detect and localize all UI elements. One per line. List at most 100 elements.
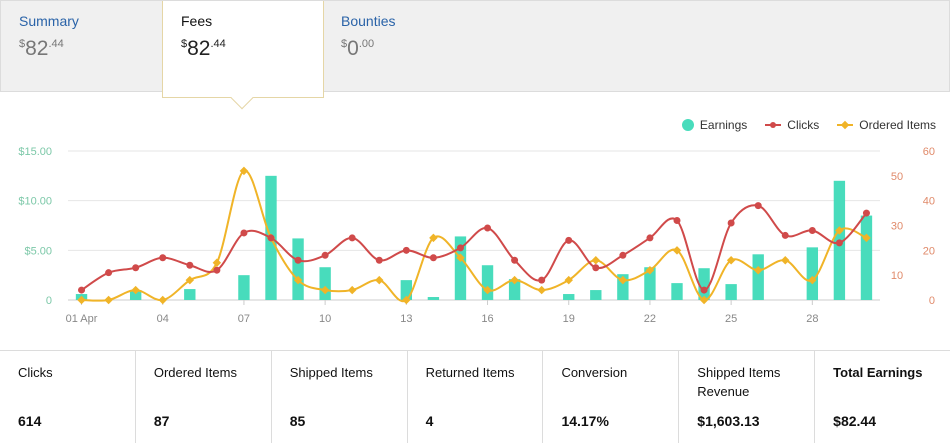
ordered-items-point [429,233,438,243]
tab-bounties[interactable]: Bounties $0.00 [323,1,485,93]
x-tick-label: 16 [481,313,493,325]
clicks-point [592,264,600,272]
ordered-items-point [483,285,492,295]
clicks-point [402,246,410,254]
ordered-items-point [131,285,140,295]
stat-value: $1,603.13 [697,413,760,429]
clicks-point [375,256,383,264]
clicks-point [429,254,437,262]
ordered-items-point [320,285,330,295]
earnings-bar [292,238,304,300]
clicks-point [213,266,221,274]
ordered-items-point [239,166,249,176]
clicks-point [132,264,140,272]
ordered-items-point [185,275,195,285]
stat-shipped-revenue: Shipped Items Revenue $1,603.13 [679,351,816,443]
ordered-items-point [347,285,357,295]
earnings-bar [454,236,467,300]
clicks-point [240,229,248,237]
y-right-tick-label: 40 [923,196,935,208]
ordered-items-point [375,275,384,285]
y-right-tick-label: 20 [923,245,935,257]
clicks-point [565,236,573,244]
earnings-bar [590,290,602,300]
y-right-tick-label: 60 [923,146,935,158]
stat-label: Conversion [561,365,628,380]
x-tick-label: 10 [319,313,331,325]
earnings-bar [238,275,250,300]
line-diamond-swatch-icon [837,120,854,130]
earnings-bar [129,290,142,300]
legend-item-earnings[interactable]: Earnings [681,118,748,132]
earnings-bar [617,274,629,300]
stat-value: 85 [289,413,306,429]
stat-label: Shipped Items [289,365,373,380]
earnings-chart: 0 $5.00 $10.00 $15.00 0 10 20 30 40 50 60 01 Apr 04 0… [0,92,950,350]
x-tick-label: 13 [400,313,412,325]
ordered-items-point [104,295,113,305]
y-left-tick-label: 0 [46,295,52,307]
y-left-tick-label: $5.00 [24,245,52,257]
legend-label: Clicks [787,118,820,132]
y-right-tick-label: 10 [891,270,903,282]
ordered-items-point [537,285,546,295]
tab-label: Summary [19,13,79,29]
earnings-bar [563,294,575,300]
clicks-point [862,209,870,217]
clicks-point [646,234,654,242]
line-dot-swatch-icon [765,120,782,130]
stat-value: $82.44 [833,413,876,429]
clicks-point [619,251,627,259]
stat-returned-items: Returned Items 4 [408,351,544,443]
clicks-point [538,276,546,284]
clicks-point [456,244,464,252]
clicks-point [294,256,302,264]
legend-label: Ordered Items [859,118,936,132]
stat-shipped-items: Shipped Items 85 [272,351,408,443]
ordered-items-point [293,275,303,285]
stat-label: Ordered Items [153,365,237,380]
stat-label: Shipped Items Revenue [697,365,781,399]
clicks-point [321,251,329,259]
y-right-tick-label: 50 [891,171,903,183]
earnings-bar [806,247,819,300]
y-left-tick-label: $15.00 [18,146,52,158]
clicks-point [754,202,762,210]
x-tick-label: 25 [725,313,737,325]
legend-item-ordered-items[interactable]: Ordered Items [837,118,936,132]
y-right-tick-label: 0 [929,295,935,307]
clicks-point [835,239,843,247]
tab-summary[interactable]: Summary $82.44 [1,1,163,93]
earnings-bar [671,283,683,300]
y-right-tick-label: 30 [891,221,903,233]
clicks-point [673,217,681,225]
tab-fees[interactable]: Fees $82.44 [162,1,324,110]
tab-amount: $82.44 [181,37,226,60]
tab-bar: Summary $82.44 Fees $82.44 Bounties $0.0… [0,0,950,110]
clicks-point [808,226,816,234]
earnings-bar [427,297,440,300]
earnings-bar [725,284,737,300]
earnings-bar [184,289,196,300]
tab-label: Fees [181,13,213,29]
tab-label: Bounties [341,13,396,29]
stat-value: 14.17% [561,413,609,429]
earnings-bar [752,254,764,300]
clicks-point [105,269,113,277]
legend-item-clicks[interactable]: Clicks [765,118,819,132]
earnings-bar [644,267,656,300]
tab-amount: $82.44 [19,37,64,60]
ordered-items-point [699,295,709,305]
chart-legend: Earnings Clicks Ordered Items [681,118,936,132]
stat-total-earnings: Total Earnings $82.44 [815,351,950,443]
stat-value: 614 [18,413,42,429]
earnings-bar [481,265,494,300]
ordered-items-point [212,258,222,267]
x-tick-label: 01 Apr [66,313,98,325]
earnings-bar [319,267,331,300]
y-left-tick-label: $10.00 [18,196,52,208]
legend-label: Earnings [699,118,748,132]
earnings-bar [400,280,413,300]
clicks-point [348,234,356,242]
chart-svg: 0 $5.00 $10.00 $15.00 0 10 20 30 40 50 60 01 Apr 04 0… [18,146,935,325]
